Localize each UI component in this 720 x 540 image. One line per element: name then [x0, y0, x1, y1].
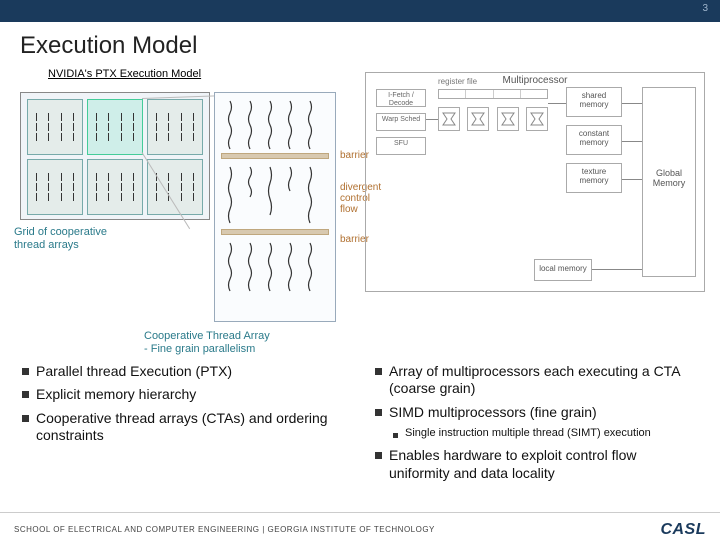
bullet-text: Explicit memory hierarchy [36, 386, 196, 404]
bus-line [548, 103, 566, 104]
cta-expanded-panel [214, 92, 336, 322]
bus-line [426, 119, 438, 120]
bus-line [592, 269, 642, 270]
cta-cell [27, 99, 83, 155]
bullet-subitem: Single instruction multiple thread (SIMT… [393, 427, 698, 441]
left-figure-subtitle: NVIDIA's PTX Execution Model [48, 68, 355, 80]
grid-caption: Grid of cooperative thread arrays [14, 226, 107, 252]
cta-cell [87, 159, 143, 215]
bullet-icon [22, 415, 29, 422]
cta-grid [20, 92, 210, 220]
bullet-icon [22, 391, 29, 398]
global-memory: Global Memory [642, 87, 696, 277]
constant-memory: constant memory [566, 125, 622, 155]
left-column: NVIDIA's PTX Execution Model Grid of coo… [14, 66, 355, 346]
regfile-label: register file [438, 77, 477, 86]
register-file [438, 89, 548, 99]
bullet-item: SIMD multiprocessors (fine grain) [375, 404, 698, 422]
memory-column: shared memory constant memory texture me… [566, 87, 622, 201]
grid-caption-l1: Grid of cooperative [14, 226, 107, 238]
bullet-icon [393, 433, 398, 438]
warpsched-unit: Warp Sched [376, 113, 426, 131]
bullet-icon [22, 368, 29, 375]
cta-caption-l1: Cooperative Thread Array [144, 330, 270, 342]
alu-row [438, 107, 548, 133]
cta-caption-l2: - Fine grain parallelism [144, 343, 255, 355]
cta-thread-row-divergent [215, 159, 335, 229]
alu-icon [467, 107, 489, 131]
alu-icon [438, 107, 460, 131]
bullet-text: SIMD multiprocessors (fine grain) [389, 404, 597, 422]
multiprocessor-figure: Multiprocessor I-Fetch / Decode Warp Sch… [365, 72, 705, 292]
control-units: I-Fetch / Decode Warp Sched SFU [376, 89, 426, 161]
alu-icon [526, 107, 548, 131]
ifetch-unit: I-Fetch / Decode [376, 89, 426, 107]
footer: SCHOOL OF ELECTRICAL AND COMPUTER ENGINE… [0, 512, 720, 540]
bus-line [622, 179, 642, 180]
bullet-icon [375, 368, 382, 375]
bullets-left-col: Parallel thread Execution (PTX) Explicit… [22, 363, 345, 488]
bullet-text: Array of multiprocessors each executing … [389, 363, 698, 398]
bullet-item: Enables hardware to exploit control flow… [375, 447, 698, 482]
threads-icon [220, 239, 330, 295]
shared-memory: shared memory [566, 87, 622, 117]
bullet-text: Parallel thread Execution (PTX) [36, 363, 232, 381]
cta-cell [27, 159, 83, 215]
cta-cell-highlighted [87, 99, 143, 155]
threads-divergent-icon [220, 163, 330, 229]
mp-title: Multiprocessor [366, 75, 704, 86]
bullet-text: Cooperative thread arrays (CTAs) and ord… [36, 410, 345, 445]
sfu-unit: SFU [376, 137, 426, 155]
local-memory: local memory [534, 259, 592, 281]
right-column: Multiprocessor I-Fetch / Decode Warp Sch… [365, 66, 706, 346]
bullet-item: Cooperative thread arrays (CTAs) and ord… [22, 410, 345, 445]
grid-caption-l2: thread arrays [14, 239, 79, 251]
threads-icon [220, 97, 330, 153]
bullets-right-col: Array of multiprocessors each executing … [375, 363, 698, 488]
bullet-item: Explicit memory hierarchy [22, 386, 345, 404]
top-bar: 3 [0, 0, 720, 22]
bullet-text: Single instruction multiple thread (SIMT… [405, 427, 651, 441]
cta-thread-row [215, 93, 335, 153]
cta-cell [147, 99, 203, 155]
cta-thread-row [215, 235, 335, 295]
footer-text: SCHOOL OF ELECTRICAL AND COMPUTER ENGINE… [14, 525, 435, 534]
bullet-icon [375, 452, 382, 459]
bullets-region: Parallel thread Execution (PTX) Explicit… [22, 363, 698, 488]
bullet-item: Parallel thread Execution (PTX) [22, 363, 345, 381]
alu-icon [497, 107, 519, 131]
bullet-text: Enables hardware to exploit control flow… [389, 447, 698, 482]
bullet-item: Array of multiprocessors each executing … [375, 363, 698, 398]
bus-line [622, 103, 642, 104]
cta-caption: Cooperative Thread Array - Fine grain pa… [144, 330, 270, 356]
slide-title: Execution Model [0, 22, 720, 66]
bus-line [622, 141, 642, 142]
texture-memory: texture memory [566, 163, 622, 193]
logo: CASL [660, 521, 706, 539]
content-area: NVIDIA's PTX Execution Model Grid of coo… [0, 66, 720, 346]
page-number: 3 [702, 3, 708, 14]
bullet-icon [375, 409, 382, 416]
ptx-figure: Grid of cooperative thread arrays [14, 86, 344, 346]
